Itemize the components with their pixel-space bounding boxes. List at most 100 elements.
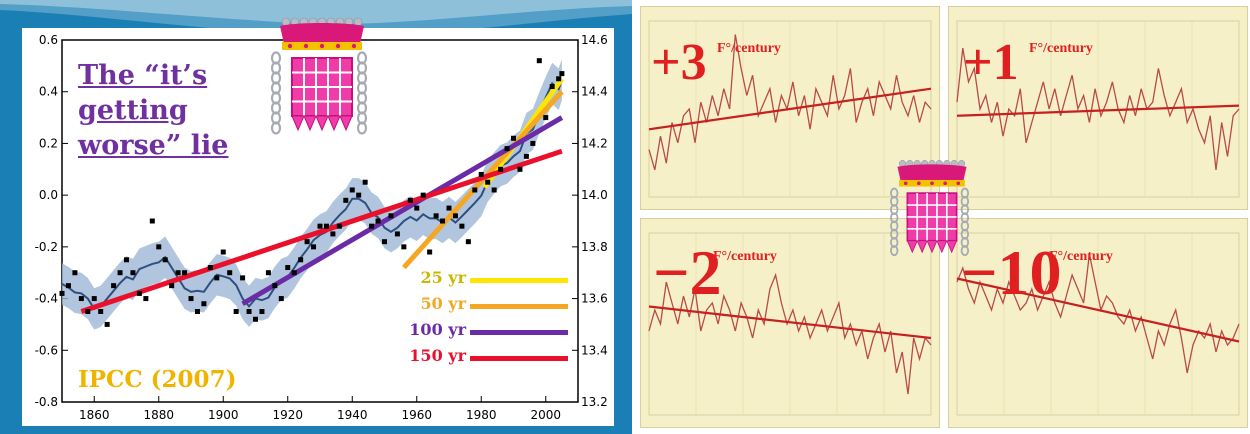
data-point [414, 205, 420, 211]
data-point [162, 257, 168, 263]
trend-legend-label: 150 yr [409, 346, 466, 365]
data-point [182, 270, 188, 276]
data-point [240, 275, 246, 281]
data-point [298, 257, 304, 263]
smoothed-series-line [61, 79, 563, 311]
data-point [427, 249, 433, 255]
data-point [343, 197, 349, 203]
x-tick-label: 1860 [79, 408, 110, 422]
x-tick-label: 1880 [143, 408, 174, 422]
y-tick-label: 0.0 [39, 188, 58, 202]
y-tick-label: -0.8 [35, 395, 58, 409]
data-point [265, 270, 271, 276]
station-series-line [648, 272, 932, 395]
trend-legend-label: 50 yr [420, 294, 466, 313]
station-chart-4: −10 F°/century [948, 218, 1248, 428]
rate-unit-label: F°/century [1049, 249, 1113, 264]
y-right-tick-label: 14.0 [581, 188, 608, 202]
data-point [446, 205, 452, 211]
data-point [407, 197, 413, 203]
data-point [362, 179, 368, 185]
station-series-line [956, 253, 1240, 374]
trend-legend-label: 25 yr [420, 268, 466, 287]
data-point [272, 283, 278, 289]
data-point [356, 192, 362, 198]
trend-legend-swatch [470, 356, 568, 361]
station-plot [956, 20, 1240, 198]
x-tick-label: 1980 [466, 408, 497, 422]
data-point [382, 239, 387, 245]
data-point [375, 218, 381, 224]
x-tick-label: 1960 [401, 408, 432, 422]
data-point [330, 231, 336, 237]
warming-rate-label: −10 [961, 237, 1062, 308]
data-point [485, 179, 491, 185]
data-point [214, 275, 220, 281]
data-point [72, 270, 78, 276]
data-point [149, 218, 155, 224]
x-tick-label: 1940 [337, 408, 368, 422]
data-point [156, 244, 162, 250]
data-point [65, 283, 71, 289]
warming-rate-label: +1 [963, 34, 1019, 91]
y-right-tick-label: 14.4 [581, 85, 608, 99]
data-point [278, 296, 284, 302]
data-point [136, 290, 142, 296]
data-point [369, 223, 375, 229]
data-point [517, 166, 523, 172]
y-tick-label: -0.6 [35, 343, 58, 357]
y-right-tick-label: 13.6 [581, 292, 608, 306]
data-point [472, 187, 478, 193]
data-point [440, 218, 446, 224]
data-point [207, 265, 213, 271]
data-point [433, 213, 439, 219]
rate-unit-label: F°/century [1029, 41, 1093, 56]
data-point [253, 316, 258, 322]
x-tick-label: 2000 [530, 408, 561, 422]
rate-unit-label: F°/century [717, 41, 781, 56]
data-point [124, 257, 129, 263]
data-point [465, 239, 471, 245]
data-point [498, 166, 504, 172]
ipcc-temperature-chart: 0.6 0.4 0.2 0.0 -0.2 -0.4 -0.6 -0.8 14.6 14.4 14.2… [35, 33, 608, 422]
data-point [78, 296, 84, 302]
data-point [98, 309, 104, 314]
station-trend-line [956, 104, 1240, 117]
station-chart-3: −2 F°/century [640, 218, 940, 428]
x-tick-label: 1900 [208, 408, 239, 422]
y-right-tick-label: 13.4 [581, 343, 608, 357]
data-point [220, 249, 226, 255]
data-point [291, 270, 297, 276]
trend-legend-swatch [470, 278, 568, 283]
data-point [285, 265, 291, 271]
warming-rate-label: −2 [653, 237, 722, 308]
data-point [227, 270, 233, 276]
source-label: IPCC (2007) [78, 366, 237, 393]
data-point [143, 296, 149, 302]
data-point [130, 270, 136, 276]
data-point [511, 135, 516, 141]
data-point [233, 309, 239, 314]
slide-title: The “it’s getting worse” lie [78, 60, 229, 161]
data-point [323, 223, 329, 229]
station-plot [648, 232, 932, 416]
data-point [188, 296, 194, 302]
data-point [111, 283, 117, 289]
y-right-tick-label: 14.6 [581, 33, 608, 47]
station-series-line [648, 34, 932, 171]
trend-legend-label: 100 yr [409, 320, 466, 339]
station-trend-line [956, 277, 1240, 343]
y-tick-label: 0.4 [39, 85, 58, 99]
data-point [543, 115, 549, 121]
portcullis-crown-icon [270, 17, 368, 135]
data-point [304, 239, 310, 245]
data-point [459, 223, 465, 229]
data-point [91, 296, 97, 302]
station-trend-line [648, 87, 932, 131]
data-point [530, 140, 536, 146]
y-tick-label: -0.4 [35, 292, 58, 306]
data-point [194, 309, 200, 314]
slide-header-wave [0, 0, 632, 36]
y-tick-label: 0.6 [39, 33, 58, 47]
data-point [246, 309, 252, 314]
